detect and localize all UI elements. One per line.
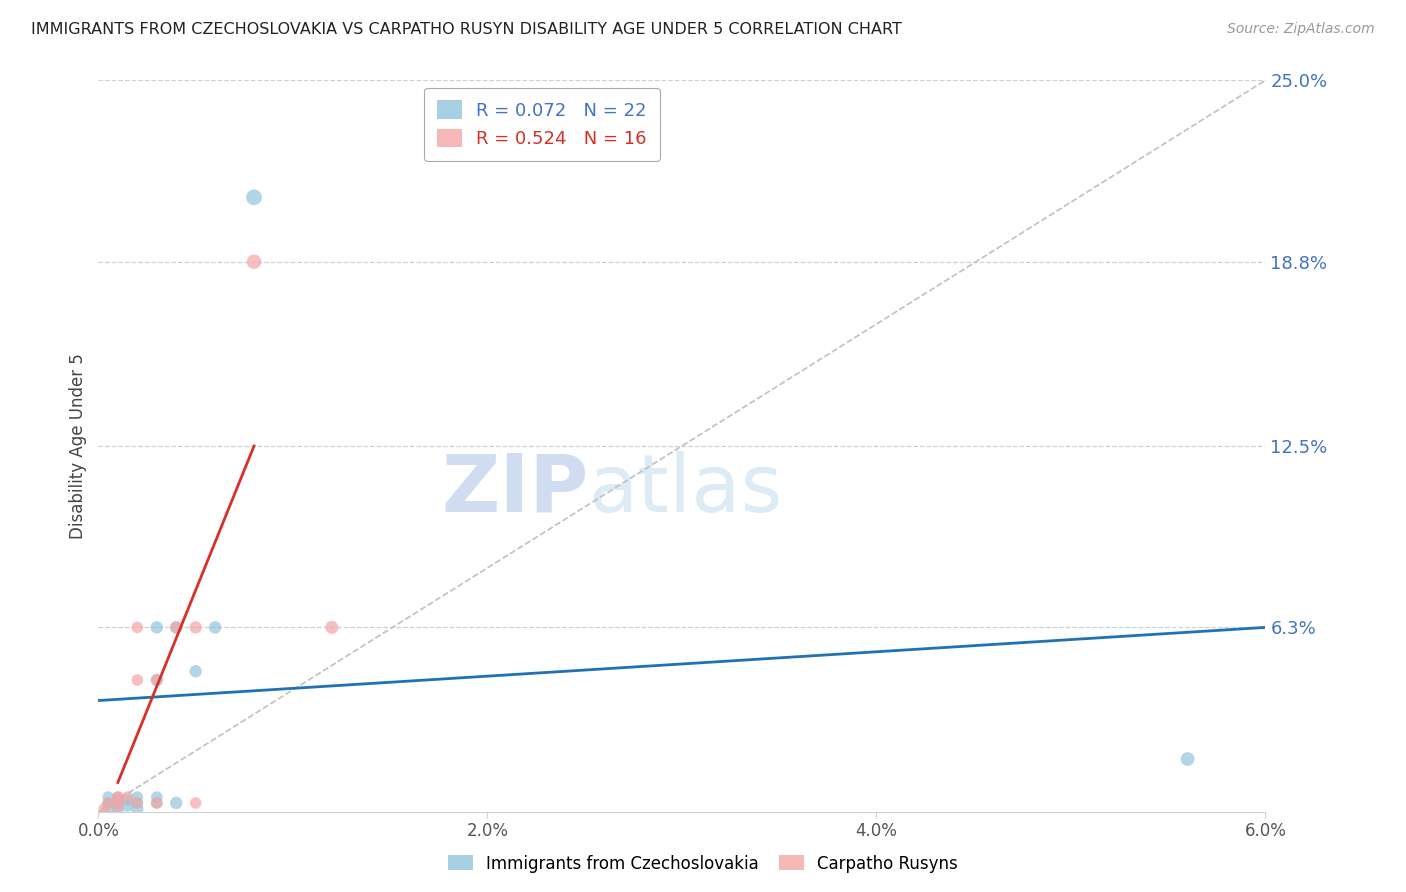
Point <box>97 796 120 810</box>
Point <box>93 802 115 816</box>
Point <box>107 790 129 805</box>
Point <box>107 796 129 810</box>
Point <box>117 798 139 813</box>
Point <box>97 796 120 810</box>
Point <box>1177 752 1199 766</box>
Point <box>165 620 187 634</box>
Point <box>184 796 207 810</box>
Point <box>117 793 139 807</box>
Point <box>184 620 207 634</box>
Point <box>146 796 169 810</box>
Legend: R = 0.072   N = 22, R = 0.524   N = 16: R = 0.072 N = 22, R = 0.524 N = 16 <box>425 87 659 161</box>
Point <box>127 790 149 805</box>
Point <box>146 673 169 687</box>
Point <box>117 790 139 805</box>
Point <box>243 190 266 204</box>
Text: Source: ZipAtlas.com: Source: ZipAtlas.com <box>1227 22 1375 37</box>
Point <box>204 620 226 634</box>
Point <box>127 673 149 687</box>
Text: atlas: atlas <box>589 450 783 529</box>
Point <box>107 793 129 807</box>
Point <box>107 793 129 807</box>
Y-axis label: Disability Age Under 5: Disability Age Under 5 <box>69 353 87 539</box>
Point <box>127 796 149 810</box>
Text: ZIP: ZIP <box>441 450 589 529</box>
Point <box>146 790 169 805</box>
Point <box>107 798 129 813</box>
Point <box>146 673 169 687</box>
Point <box>146 620 169 634</box>
Point <box>243 254 266 268</box>
Point <box>107 790 129 805</box>
Point <box>184 665 207 679</box>
Point <box>127 802 149 816</box>
Point <box>321 620 343 634</box>
Point <box>107 802 129 816</box>
Point <box>127 620 149 634</box>
Point <box>165 796 187 810</box>
Text: IMMIGRANTS FROM CZECHOSLOVAKIA VS CARPATHO RUSYN DISABILITY AGE UNDER 5 CORRELAT: IMMIGRANTS FROM CZECHOSLOVAKIA VS CARPAT… <box>31 22 901 37</box>
Legend: Immigrants from Czechoslovakia, Carpatho Rusyns: Immigrants from Czechoslovakia, Carpatho… <box>441 848 965 880</box>
Point <box>127 796 149 810</box>
Point <box>146 796 169 810</box>
Point <box>165 620 187 634</box>
Point <box>97 802 120 816</box>
Point <box>97 790 120 805</box>
